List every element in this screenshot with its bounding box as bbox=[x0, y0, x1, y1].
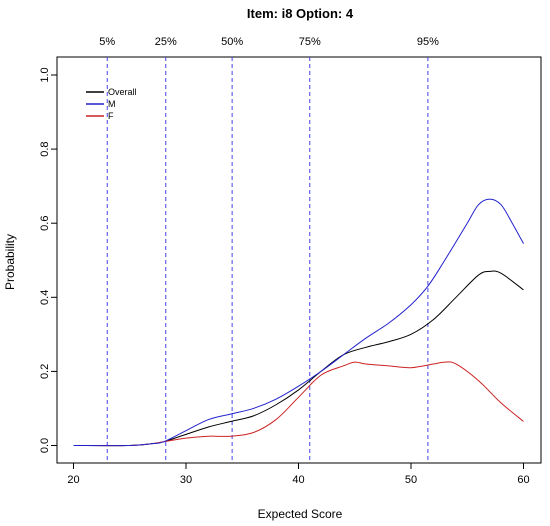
percentile-label-2: 50% bbox=[221, 36, 243, 48]
percentile-label-4: 95% bbox=[417, 36, 439, 48]
y-tick-label-0: 0.0 bbox=[39, 438, 51, 453]
legend-label-f: F bbox=[108, 111, 114, 121]
x-tick-label-2: 40 bbox=[292, 474, 304, 486]
percentile-lines: 5% 25% 50% 75% 95% bbox=[99, 36, 439, 463]
plot-frame bbox=[56, 56, 542, 464]
x-axis-label: Expected Score bbox=[258, 507, 343, 521]
series-line-m bbox=[73, 198, 524, 447]
legend-label-m: M bbox=[108, 99, 116, 109]
x-axis-ticks: 20 30 40 50 60 bbox=[67, 462, 530, 486]
y-tick-label-1: 0.2 bbox=[39, 364, 51, 379]
y-axis-ticks: 0.0 0.2 0.4 0.6 0.8 1.0 bbox=[39, 67, 58, 453]
chart-title: Item: i8 Option: 4 bbox=[247, 6, 354, 21]
y-axis-label: Probability bbox=[3, 234, 17, 290]
y-tick-label-5: 1.0 bbox=[39, 67, 51, 82]
y-tick-label-2: 0.4 bbox=[39, 290, 51, 305]
x-tick-label-3: 50 bbox=[405, 474, 417, 486]
y-tick-label-3: 0.6 bbox=[39, 216, 51, 231]
series-line-overall bbox=[73, 270, 524, 447]
percentile-label-1: 25% bbox=[155, 36, 177, 48]
y-tick-label-4: 0.8 bbox=[39, 141, 51, 156]
percentile-label-0: 5% bbox=[99, 36, 115, 48]
legend-label-overall: Overall bbox=[108, 87, 137, 97]
percentile-label-3: 75% bbox=[299, 36, 321, 48]
x-tick-label-4: 60 bbox=[517, 474, 529, 486]
x-tick-label-1: 30 bbox=[180, 474, 192, 486]
legend: Overall MF bbox=[86, 87, 137, 121]
plot-border bbox=[56, 56, 542, 464]
series-line-f bbox=[73, 361, 524, 447]
x-tick-label-0: 20 bbox=[67, 474, 79, 486]
series-layer bbox=[73, 198, 524, 447]
